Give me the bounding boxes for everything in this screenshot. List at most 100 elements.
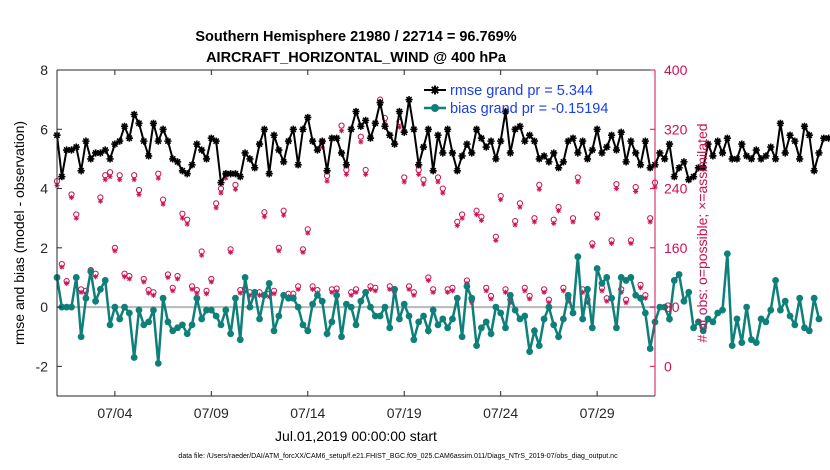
rmse-point xyxy=(270,131,278,139)
bias-point xyxy=(767,306,775,314)
rmse-point xyxy=(680,158,688,166)
rmse-point xyxy=(463,140,471,148)
rmse-point xyxy=(757,155,765,163)
bias-point xyxy=(637,294,644,302)
obs-assimilated-point xyxy=(160,201,166,207)
bias-point xyxy=(376,312,384,320)
bias-point xyxy=(473,342,480,350)
rmse-point xyxy=(63,146,71,154)
rmse-point xyxy=(472,125,481,133)
rmse-series xyxy=(53,96,830,187)
obs-assimilated-point xyxy=(584,300,591,306)
rmse-point xyxy=(617,128,625,136)
bias-point xyxy=(420,312,427,320)
bias-point xyxy=(670,277,678,284)
legend-bias-marker xyxy=(431,104,439,112)
obs-assimilated-point xyxy=(618,289,624,295)
obs-assimilated-point xyxy=(406,286,412,292)
bias-point xyxy=(68,303,75,311)
obs-assimilated-point xyxy=(150,292,157,298)
rmse-point xyxy=(178,167,186,175)
obs-assimilated-point xyxy=(387,286,393,292)
obs-assimilated-point xyxy=(372,288,378,294)
rmse-point xyxy=(299,125,307,133)
bias-point xyxy=(608,294,615,302)
rmse-point xyxy=(550,149,558,157)
obs-assimilated-point xyxy=(194,290,200,296)
rmse-point xyxy=(738,140,746,148)
bias-point xyxy=(540,315,548,323)
rmse-point xyxy=(333,134,341,142)
bias-point xyxy=(101,277,109,284)
rmse-point xyxy=(800,122,809,130)
obs-assimilated-point xyxy=(300,249,306,255)
bias-point xyxy=(477,324,485,332)
obs-assimilated-point xyxy=(136,191,142,198)
bias-point xyxy=(781,297,789,305)
obs-assimilated-point xyxy=(213,205,219,211)
obs-assimilated-point xyxy=(623,300,629,306)
rmse-point xyxy=(487,137,495,145)
rmse-point xyxy=(559,158,567,166)
obs-assimilated-point xyxy=(223,175,229,181)
left-y-tick-label: 4 xyxy=(40,181,48,197)
obs-assimilated-point xyxy=(141,279,147,285)
obs-assimilated-point xyxy=(416,171,422,178)
rmse-point xyxy=(593,125,601,133)
rmse-point xyxy=(173,158,182,166)
rmse-point xyxy=(227,170,235,178)
bias-point xyxy=(410,336,418,344)
left-y-tick-label: 8 xyxy=(40,62,48,78)
obs-assimilated-point xyxy=(112,248,118,254)
rmse-point xyxy=(439,149,447,157)
obs-assimilated-point xyxy=(338,128,345,134)
bias-point xyxy=(135,306,143,314)
chart-title: Southern Hemisphere 21980 / 22714 = 96.7… xyxy=(195,29,516,45)
bias-point xyxy=(323,330,331,338)
obs-assimilated-point xyxy=(642,295,648,301)
right-y-tick-label: 400 xyxy=(664,62,688,78)
rmse-point xyxy=(526,131,534,139)
bias-point xyxy=(613,324,620,332)
rmse-point xyxy=(400,128,408,136)
obs-assimilated-point xyxy=(271,291,277,297)
obs-assimilated-point xyxy=(68,194,75,201)
rmse-point xyxy=(689,173,698,181)
bias-point xyxy=(502,324,509,332)
rmse-point xyxy=(791,137,799,145)
obs-assimilated-point xyxy=(589,243,595,249)
bias-point xyxy=(685,288,693,296)
obs-assimilated-point xyxy=(179,215,185,221)
bias-point xyxy=(646,345,654,352)
obs-assimilated-point xyxy=(459,215,465,221)
bias-point xyxy=(627,274,635,281)
bias-point xyxy=(154,360,162,367)
rmse-point xyxy=(347,125,355,133)
bias-point xyxy=(294,303,302,311)
bias-point xyxy=(289,294,297,302)
bias-point xyxy=(723,250,731,258)
bias-point xyxy=(121,303,128,311)
obs-assimilated-point xyxy=(309,286,316,292)
bias-point xyxy=(810,294,818,302)
bias-point xyxy=(545,303,553,311)
rmse-point xyxy=(280,158,288,166)
rmse-point xyxy=(743,152,751,160)
obs-assimilated-point xyxy=(517,204,523,210)
obs-assimilated-point xyxy=(228,249,234,255)
obs-assimilated-point xyxy=(363,171,369,178)
rmse-point xyxy=(733,155,741,163)
bias-point xyxy=(203,306,210,314)
rmse-point xyxy=(125,134,133,142)
rmse-point xyxy=(665,140,674,148)
bias-point xyxy=(772,277,779,284)
bias-point xyxy=(429,306,437,314)
rmse-point xyxy=(101,146,109,154)
bias-point xyxy=(535,342,543,350)
obs-assimilated-point xyxy=(266,294,272,300)
obs-assimilated-point xyxy=(445,289,451,295)
rmse-point xyxy=(554,164,563,172)
obs-assimilated-point xyxy=(546,300,552,306)
bias-point xyxy=(314,291,321,299)
rmse-point xyxy=(318,137,326,145)
